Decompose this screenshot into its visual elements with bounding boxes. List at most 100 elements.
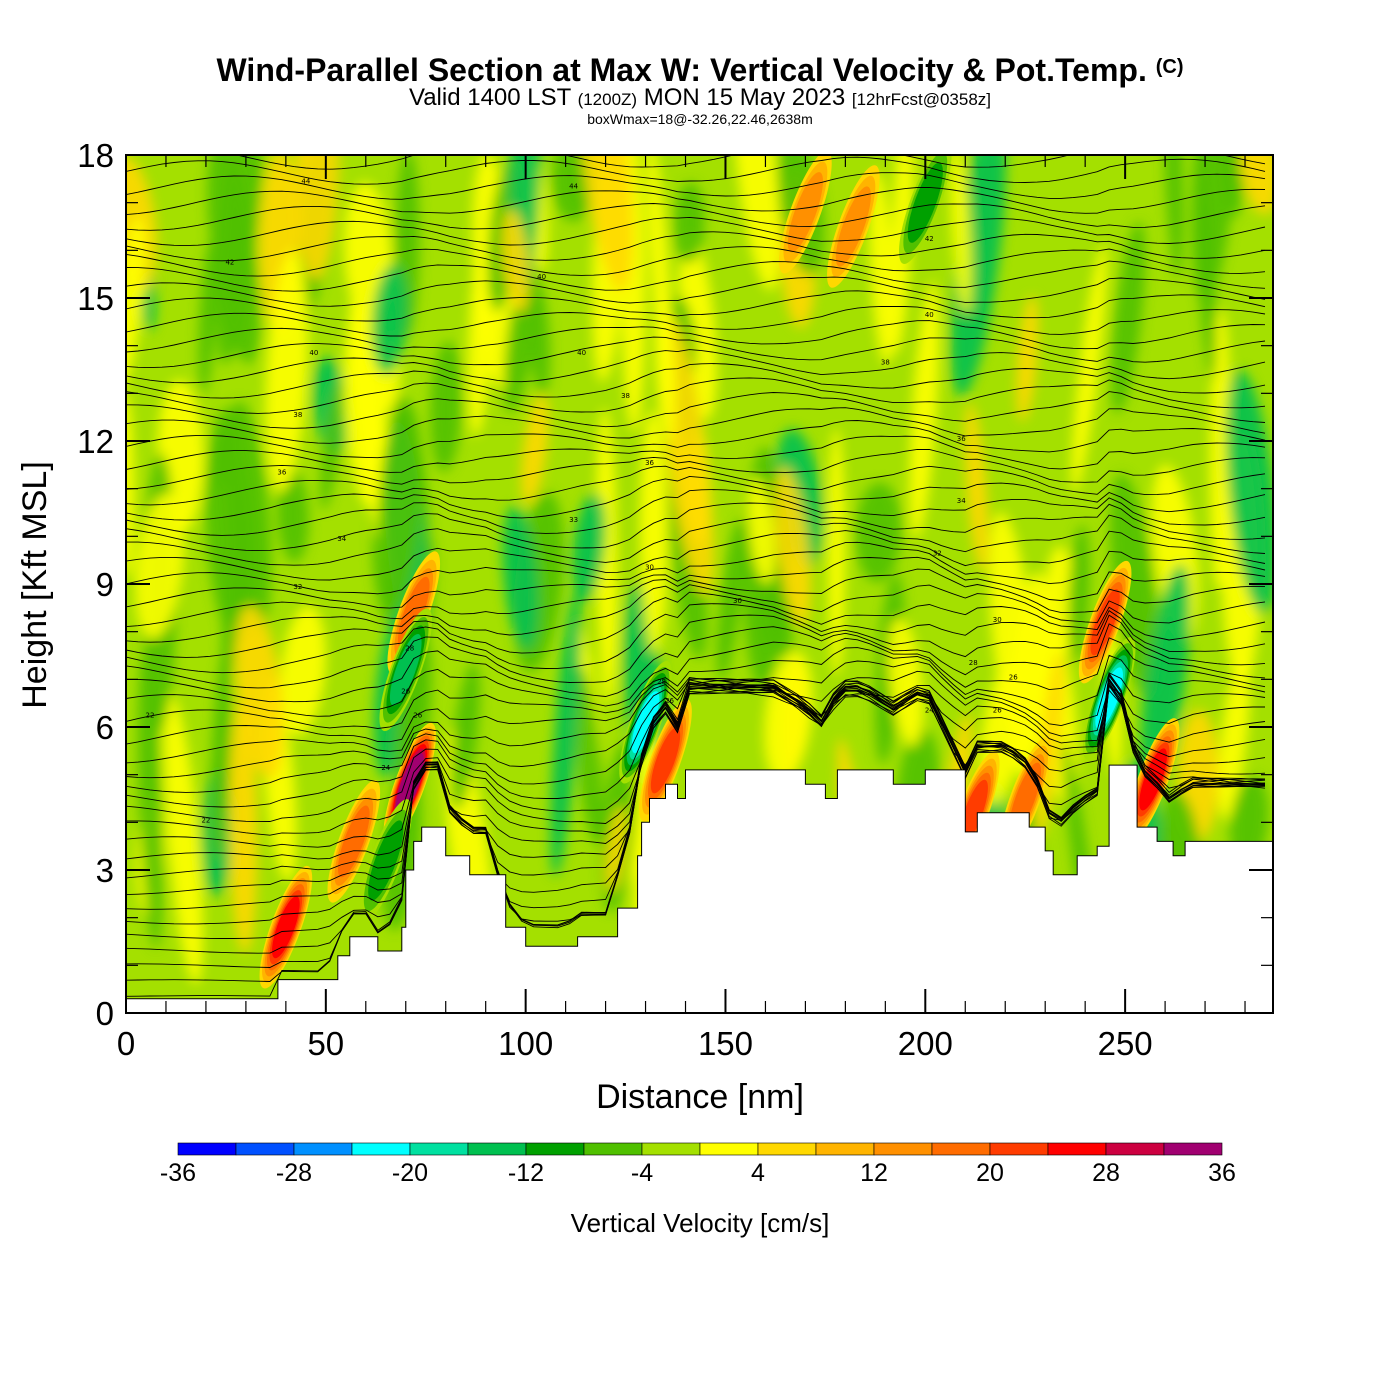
field-streak xyxy=(1209,309,1231,590)
chart-title: Wind-Parallel Section at Max W: Vertical… xyxy=(0,52,1400,89)
colorbar-swatch xyxy=(1105,1142,1165,1156)
theta-label: 26 xyxy=(993,707,1002,715)
field-streak xyxy=(210,653,232,861)
colorbar-swatch xyxy=(351,1142,411,1156)
colorbar-swatch xyxy=(873,1142,933,1156)
theta-contours xyxy=(126,155,1266,997)
x-tick-label: 200 xyxy=(898,1025,953,1062)
theta-isentrope xyxy=(126,377,1266,414)
velocity-core xyxy=(958,779,988,846)
theta-label: 36 xyxy=(277,468,286,476)
theta-isentrope xyxy=(234,155,1266,170)
theta-label: 28 xyxy=(969,659,978,667)
theta-isentrope xyxy=(126,231,1266,262)
theta-isentrope xyxy=(126,186,1266,216)
theta-isentrope xyxy=(126,407,1266,444)
colorbar-swatch xyxy=(815,1142,875,1156)
velocity-core xyxy=(787,172,823,253)
theta-label: 38 xyxy=(881,359,890,367)
colorbar-swatch xyxy=(989,1142,1049,1156)
y-tick-label: 12 xyxy=(77,423,114,460)
colorbar-title: Vertical Velocity [cm/s] xyxy=(571,1208,830,1238)
forecast-info: [12hrFcst@0358z] xyxy=(851,90,992,109)
field-streak xyxy=(265,250,309,493)
chart-title-text: Wind-Parallel Section at Max W: Vertical… xyxy=(216,52,1147,88)
theta-label: 38 xyxy=(621,392,630,400)
x-axis-title: Distance [nm] xyxy=(596,1078,804,1116)
theta-isentrope xyxy=(126,684,1266,896)
terrain-mask xyxy=(125,764,1274,1014)
colorbar-swatch xyxy=(1163,1142,1223,1156)
theta-isentrope xyxy=(126,679,1266,860)
theta-label: 26 xyxy=(1009,673,1018,681)
y-axis-title: Height [Kft MSL] xyxy=(16,461,54,709)
theta-isentrope xyxy=(126,172,1266,200)
valid-date: MON 15 May 2023 xyxy=(643,84,846,111)
velocity-core xyxy=(337,805,370,878)
theta-isentrope xyxy=(126,465,1266,506)
theta-label: 24 xyxy=(925,707,934,715)
theta-isentrope xyxy=(126,678,1266,939)
colorbar-tick-label: -12 xyxy=(508,1159,544,1187)
theta-label: 30 xyxy=(645,564,654,572)
field-streak xyxy=(1068,524,1090,662)
theta-isentrope xyxy=(126,305,1266,337)
field-streak xyxy=(320,380,343,510)
theta-label: 34 xyxy=(337,535,346,543)
theta-isentrope xyxy=(126,647,1266,729)
field-streak xyxy=(1164,155,1184,279)
field-streak xyxy=(1221,155,1246,218)
theta-label: 26 xyxy=(413,711,422,719)
y-tick-label: 18 xyxy=(77,137,114,174)
field-streak xyxy=(528,279,551,397)
velocity-core xyxy=(631,691,660,754)
colorbar-swatch xyxy=(467,1142,527,1156)
colorbar-swatch xyxy=(699,1142,759,1156)
field-streak xyxy=(550,591,581,877)
theta-isentrope xyxy=(126,672,1266,836)
field-streak xyxy=(950,155,972,314)
velocity-core xyxy=(1090,589,1120,656)
x-tick-label: 100 xyxy=(498,1025,553,1062)
theta-label: 40 xyxy=(309,349,318,357)
theta-label: 36 xyxy=(645,459,654,467)
x-tick-label: 50 xyxy=(307,1025,344,1062)
theta-label: 33 xyxy=(569,516,578,524)
y-tick-label: 9 xyxy=(96,566,114,603)
theta-isentrope xyxy=(126,336,1266,369)
colorbar-tick-label: -36 xyxy=(160,1159,196,1187)
field-streak xyxy=(950,155,1006,397)
velocity-core xyxy=(650,727,681,794)
theta-isentrope xyxy=(126,591,1266,658)
theta-isentrope xyxy=(126,623,1266,703)
valid-lead: Valid 1400 LST xyxy=(408,84,571,111)
theta-label: 30 xyxy=(993,616,1002,624)
velocity-core xyxy=(272,896,300,959)
theta-label: 26 xyxy=(401,688,410,696)
velocity-core xyxy=(907,162,943,243)
valid-utc: (1200Z) xyxy=(577,90,638,109)
theta-isentrope xyxy=(126,660,1266,745)
y-tick-label: 15 xyxy=(77,280,114,317)
theta-label: 36 xyxy=(957,435,966,443)
field-streak xyxy=(909,281,940,539)
theta-label: 38 xyxy=(293,411,302,419)
field-streak xyxy=(1194,155,1217,380)
theta-isentrope xyxy=(126,603,1266,674)
y-tick-label: 6 xyxy=(96,709,114,746)
theta-isentrope xyxy=(126,514,1266,566)
colorbar-tick-label: 20 xyxy=(976,1159,1004,1187)
field-streak xyxy=(1109,473,1159,697)
field-streak xyxy=(450,662,481,811)
theta-label: 44 xyxy=(569,182,578,190)
velocity-core xyxy=(389,633,422,706)
theta-isentrope xyxy=(126,391,1266,429)
theta-label: 34 xyxy=(957,497,966,505)
theta-isentrope xyxy=(126,260,1266,292)
theta-isentrope xyxy=(126,670,1265,764)
field-streak xyxy=(605,806,626,893)
theta-isentrope xyxy=(126,420,1266,459)
theta-isentrope xyxy=(126,435,1266,473)
theta-label: 40 xyxy=(577,349,586,357)
